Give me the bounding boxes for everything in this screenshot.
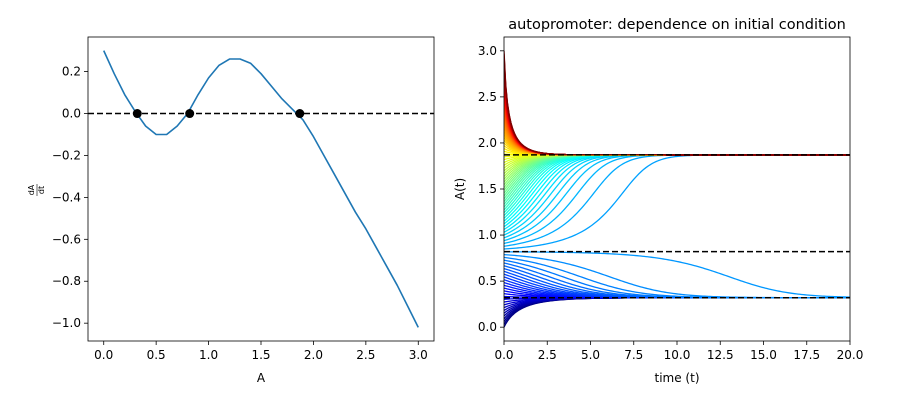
trajectory-plot-x-tick-label: 20.0 xyxy=(837,348,864,362)
phase-plot-y-tick-label: −0.8 xyxy=(52,274,81,288)
trajectory-plot-x-axis-label: time (t) xyxy=(655,371,700,385)
phase-plot-x-tick-label: 2.0 xyxy=(304,348,323,362)
phase-plot-x-tick-label: 3.0 xyxy=(409,348,428,362)
trajectory-plot-y-tick-label: 0.0 xyxy=(478,320,497,334)
phase-plot-area xyxy=(88,50,434,328)
phase-plot-y-tick-label: 0.2 xyxy=(62,65,81,79)
phase-plot-panel: 0.0 0.5 1.0 1.5 2.0 2.5 3.0 −1.0 −0.8 −0.6 −0.4 −0.… xyxy=(27,36,435,385)
phase-plot-x-tick-label: 2.5 xyxy=(356,348,375,362)
fixed-point-marker xyxy=(185,109,195,119)
trajectory-plot-x-tick-label: 17.5 xyxy=(793,348,820,362)
trajectory-plot-y-tick-label: 1.5 xyxy=(478,182,497,196)
trajectory-plot-y-tick-label: 1.0 xyxy=(478,228,497,242)
phase-plot-axes: 0.0 0.5 1.0 1.5 2.0 2.5 3.0 −1.0 −0.8 −0.6 −0.4 −0.… xyxy=(52,36,435,362)
fixed-point-marker xyxy=(295,109,305,119)
phase-plot-y-tick-label: −0.2 xyxy=(52,148,81,162)
trajectory-plot-x-tick-label: 10.0 xyxy=(664,348,691,362)
phase-plot-x-tick-label: 0.0 xyxy=(94,348,113,362)
phase-plot-y-tick-label: −1.0 xyxy=(52,316,81,330)
trajectory-plot-y-tick-label: 0.5 xyxy=(478,274,497,288)
trajectory-plot-x-tick-label: 7.5 xyxy=(624,348,643,362)
trajectory-plot-title: autopromoter: dependence on initial cond… xyxy=(508,17,846,33)
trajectory-plot-x-tick-label: 15.0 xyxy=(750,348,777,362)
trajectory-plot-y-tick-label: 2.5 xyxy=(478,90,497,104)
phase-plot-y-axis-label: dA dt xyxy=(27,184,46,196)
phase-plot-y-tick-label: −0.6 xyxy=(52,232,81,246)
trajectory-plot-y-tick-label: 2.0 xyxy=(478,136,497,150)
trajectory-plot-x-tick-label: 2.5 xyxy=(538,348,557,362)
phase-plot-y-tick-label: 0.0 xyxy=(62,107,81,121)
trajectory-plot-x-tick-label: 0.0 xyxy=(494,348,513,362)
phase-plot-y-label-numerator: dA xyxy=(27,184,36,195)
phase-plot-x-tick-label: 0.5 xyxy=(147,348,166,362)
phase-plot-x-tick-label: 1.5 xyxy=(251,348,270,362)
rate-curve xyxy=(103,50,419,328)
trajectory-plot-y-axis-label: A(t) xyxy=(453,178,467,200)
phase-plot-y-tick-label: −0.4 xyxy=(52,190,81,204)
fixed-point-marker xyxy=(132,109,142,119)
trajectory-plot-y-tick-label: 3.0 xyxy=(478,44,497,58)
phase-plot-x-axis-label: A xyxy=(257,371,266,385)
trajectory-plot-panel: 0.0 2.5 5.0 7.5 10.0 12.5 15.0 17.5 20.0 0.0 0.5 1.… xyxy=(453,17,863,385)
steady-state-lines xyxy=(504,154,850,299)
phase-plot-y-label-denominator: dt xyxy=(37,186,46,194)
trajectory-plot-x-tick-label: 12.5 xyxy=(707,348,734,362)
trajectory-plot-x-tick-label: 5.0 xyxy=(581,348,600,362)
trajectory-plot-axes: 0.0 2.5 5.0 7.5 10.0 12.5 15.0 17.5 20.0 0.0 0.5 1.… xyxy=(478,36,864,362)
phase-plot-x-tick-label: 1.0 xyxy=(199,348,218,362)
